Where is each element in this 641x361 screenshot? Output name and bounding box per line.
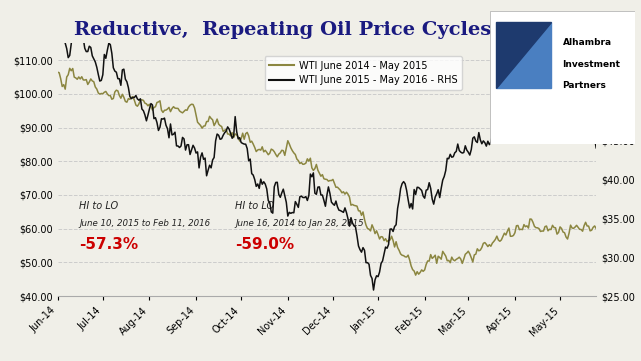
Text: -59.0%: -59.0% xyxy=(235,237,294,252)
Text: June 16, 2014 to Jan 28, 2015: June 16, 2014 to Jan 28, 2015 xyxy=(235,219,364,228)
Text: HI to LO: HI to LO xyxy=(235,201,274,211)
Text: HI to LO: HI to LO xyxy=(79,201,119,211)
Legend: WTI June 2014 - May 2015, WTI June 2015 - May 2016 - RHS: WTI June 2014 - May 2015, WTI June 2015 … xyxy=(265,56,462,90)
Polygon shape xyxy=(496,22,551,88)
Text: Alhambra: Alhambra xyxy=(563,38,612,47)
Text: June 10, 2015 to Feb 11, 2016: June 10, 2015 to Feb 11, 2016 xyxy=(79,219,210,228)
Text: -57.3%: -57.3% xyxy=(79,237,138,252)
Polygon shape xyxy=(496,22,551,88)
Text: Reductive,  Repeating Oil Price Cycles?: Reductive, Repeating Oil Price Cycles? xyxy=(74,21,503,39)
FancyBboxPatch shape xyxy=(490,11,635,144)
Text: Partners: Partners xyxy=(563,81,606,90)
Text: Investment: Investment xyxy=(563,60,620,69)
